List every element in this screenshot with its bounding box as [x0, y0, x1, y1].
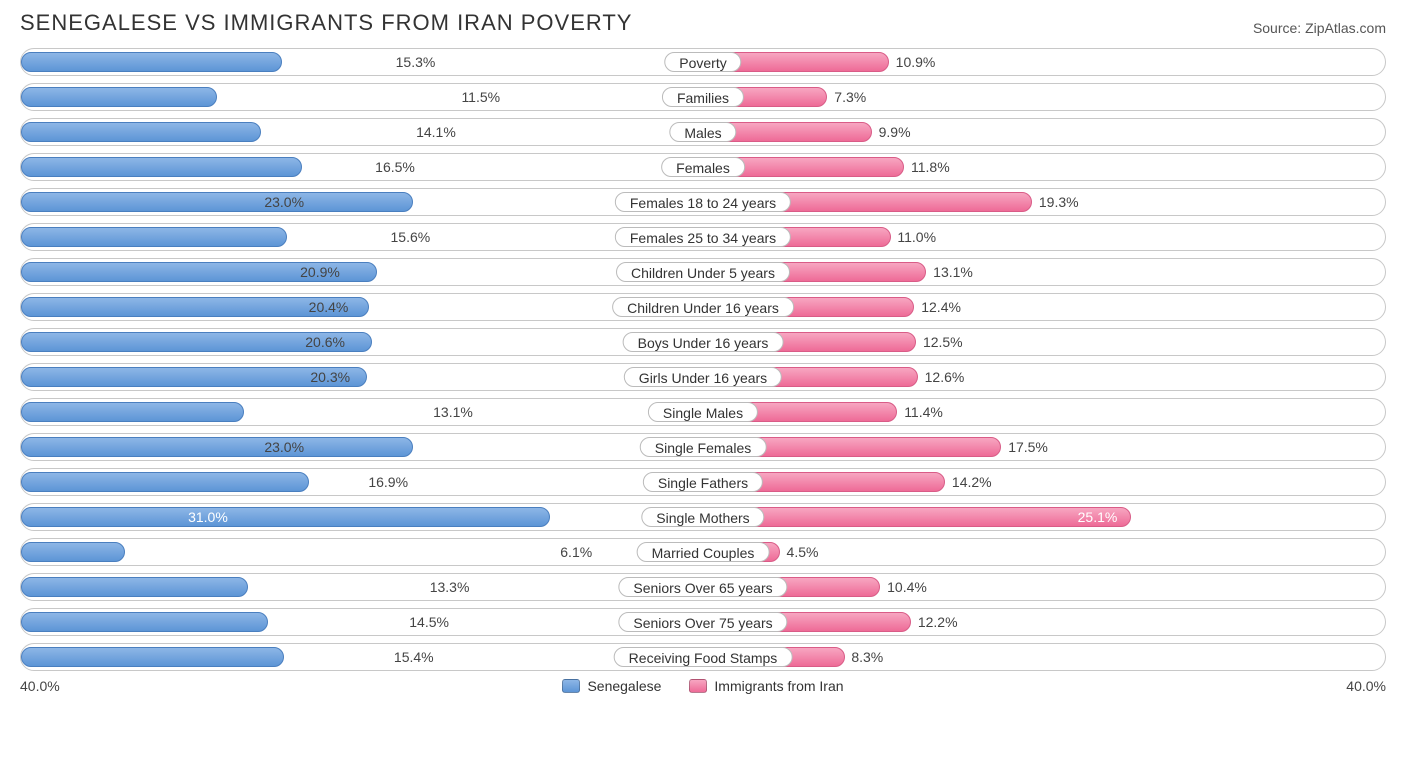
chart-title: SENEGALESE VS IMMIGRANTS FROM IRAN POVER…: [20, 10, 632, 36]
chart-row: 16.9% 14.2% Single Fathers: [20, 468, 1386, 496]
value-right: 19.3%: [1039, 189, 1385, 215]
value-left: 15.4%: [21, 644, 434, 670]
chart-row: 23.0% 19.3% Females 18 to 24 years: [20, 188, 1386, 216]
category-label: Seniors Over 75 years: [618, 612, 787, 632]
category-label: Single Mothers: [641, 507, 764, 527]
chart-row: 20.9% 13.1% Children Under 5 years: [20, 258, 1386, 286]
value-left: 11.5%: [21, 84, 500, 110]
category-label: Boys Under 16 years: [623, 332, 784, 352]
legend-item-right: Immigrants from Iran: [689, 678, 843, 694]
value-left: 20.6%: [21, 329, 345, 355]
legend-swatch-left: [562, 679, 580, 693]
value-right: 8.3%: [851, 644, 1385, 670]
chart-row: 20.6% 12.5% Boys Under 16 years: [20, 328, 1386, 356]
chart-row: 16.5% 11.8% Females: [20, 153, 1386, 181]
category-label: Children Under 5 years: [616, 262, 790, 282]
diverging-bar-chart: 15.3% 10.9% Poverty 11.5% 7.3% Families 14.1% 9…: [20, 48, 1386, 671]
category-label: Males: [669, 122, 736, 142]
value-right: 7.3%: [834, 84, 1385, 110]
category-label: Single Fathers: [643, 472, 763, 492]
bar-left: [21, 507, 550, 527]
chart-row: 14.1% 9.9% Males: [20, 118, 1386, 146]
category-label: Receiving Food Stamps: [614, 647, 793, 667]
chart-row: 20.3% 12.6% Girls Under 16 years: [20, 363, 1386, 391]
value-left: 16.5%: [21, 154, 415, 180]
category-label: Girls Under 16 years: [624, 367, 782, 387]
value-left: 20.4%: [21, 294, 348, 320]
legend-label-left: Senegalese: [587, 678, 661, 694]
value-right: 11.8%: [911, 154, 1385, 180]
value-left: 13.3%: [21, 574, 469, 600]
value-right: 11.0%: [897, 224, 1385, 250]
value-left: 15.3%: [21, 49, 435, 75]
category-label: Poverty: [664, 52, 741, 72]
chart-row: 11.5% 7.3% Families: [20, 83, 1386, 111]
chart-row: 13.3% 10.4% Seniors Over 65 years: [20, 573, 1386, 601]
chart-row: 15.6% 11.0% Females 25 to 34 years: [20, 223, 1386, 251]
value-left: 14.5%: [21, 609, 449, 635]
category-label: Females: [661, 157, 745, 177]
legend: Senegalese Immigrants from Iran: [562, 678, 843, 694]
value-right: 13.1%: [933, 259, 1385, 285]
chart-row: 23.0% 17.5% Single Females: [20, 433, 1386, 461]
value-left: 14.1%: [21, 119, 456, 145]
value-left: 13.1%: [21, 399, 473, 425]
value-right: 14.2%: [952, 469, 1385, 495]
category-label: Single Females: [640, 437, 767, 457]
value-left: 23.0%: [21, 434, 304, 460]
axis-max-left: 40.0%: [20, 678, 60, 694]
chart-row: 13.1% 11.4% Single Males: [20, 398, 1386, 426]
bar-right: [703, 507, 1131, 527]
category-label: Single Males: [648, 402, 758, 422]
category-label: Married Couples: [637, 542, 770, 562]
value-right: 12.5%: [923, 329, 1385, 355]
axis-max-right: 40.0%: [1346, 678, 1386, 694]
value-right: 12.2%: [918, 609, 1385, 635]
value-right: 25.1%: [1078, 504, 1118, 530]
chart-row: 15.4% 8.3% Receiving Food Stamps: [20, 643, 1386, 671]
value-right: 12.6%: [925, 364, 1385, 390]
value-right: 17.5%: [1008, 434, 1385, 460]
value-left: 20.3%: [21, 364, 350, 390]
legend-item-left: Senegalese: [562, 678, 661, 694]
chart-header: SENEGALESE VS IMMIGRANTS FROM IRAN POVER…: [20, 10, 1386, 36]
value-left: 6.1%: [21, 539, 592, 565]
category-label: Females 18 to 24 years: [615, 192, 791, 212]
chart-row: 14.5% 12.2% Seniors Over 75 years: [20, 608, 1386, 636]
chart-row: 20.4% 12.4% Children Under 16 years: [20, 293, 1386, 321]
value-right: 12.4%: [921, 294, 1385, 320]
chart-source: Source: ZipAtlas.com: [1253, 20, 1386, 36]
chart-row: 15.3% 10.9% Poverty: [20, 48, 1386, 76]
category-label: Females 25 to 34 years: [615, 227, 791, 247]
value-left: 31.0%: [188, 504, 228, 530]
value-right: 4.5%: [787, 539, 1385, 565]
value-right: 10.9%: [896, 49, 1385, 75]
category-label: Children Under 16 years: [612, 297, 794, 317]
legend-label-right: Immigrants from Iran: [714, 678, 843, 694]
value-left: 23.0%: [21, 189, 304, 215]
value-left: 16.9%: [21, 469, 408, 495]
category-label: Seniors Over 65 years: [618, 577, 787, 597]
chart-row: 6.1% 4.5% Married Couples: [20, 538, 1386, 566]
chart-row: 31.0% 25.1% Single Mothers: [20, 503, 1386, 531]
legend-swatch-right: [689, 679, 707, 693]
category-label: Families: [662, 87, 744, 107]
value-right: 11.4%: [904, 399, 1385, 425]
value-right: 10.4%: [887, 574, 1385, 600]
value-left: 15.6%: [21, 224, 430, 250]
value-right: 9.9%: [879, 119, 1385, 145]
chart-footer: 40.0% Senegalese Immigrants from Iran 40…: [20, 678, 1386, 694]
value-left: 20.9%: [21, 259, 340, 285]
